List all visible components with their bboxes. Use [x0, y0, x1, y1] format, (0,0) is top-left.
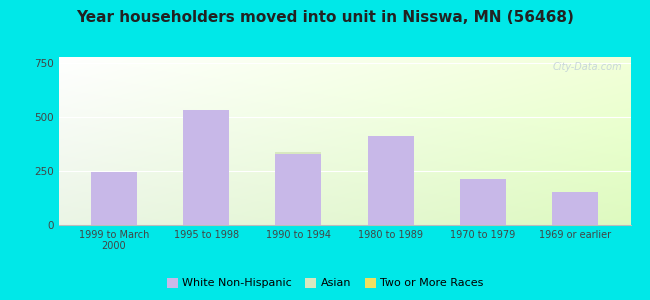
- Bar: [276, 154, 322, 225]
- Text: Year householders moved into unit in Nisswa, MN (56468): Year householders moved into unit in Nis…: [76, 11, 574, 26]
- Bar: [367, 136, 413, 225]
- Bar: [552, 192, 598, 225]
- Bar: [460, 179, 506, 225]
- Bar: [276, 152, 322, 154]
- Legend: White Non-Hispanic, Asian, Two or More Races: White Non-Hispanic, Asian, Two or More R…: [162, 273, 488, 293]
- Bar: [183, 110, 229, 225]
- Bar: [91, 172, 137, 225]
- Text: City-Data.com: City-Data.com: [552, 62, 622, 72]
